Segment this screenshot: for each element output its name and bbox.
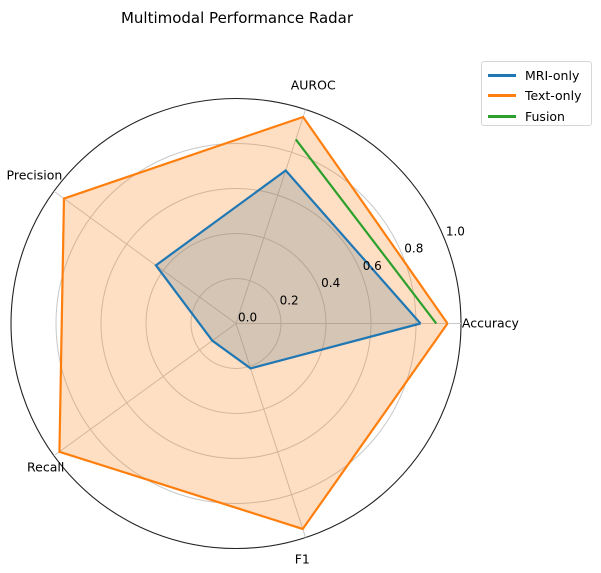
- legend-swatch-text-only: [488, 94, 516, 98]
- radial-tick-label: 0.2: [280, 293, 299, 307]
- legend-item-mri-only: MRI-only: [488, 65, 591, 86]
- legend-label: Fusion: [525, 108, 565, 124]
- series-fill-mri-only: [155, 170, 421, 369]
- radial-tick-labels: 0.0 0.2 0.4 0.6 0.8 1.0: [238, 224, 465, 324]
- series-line-mri-only: [154, 169, 422, 370]
- spoke-line: [53, 190, 237, 324]
- series-fill-text-only: [59, 117, 448, 529]
- legend-item-text-only: Text-only: [488, 86, 591, 107]
- radial-tick-label: 1.0: [446, 224, 465, 238]
- axis-label-auroc: AUROC: [291, 77, 336, 92]
- series-line-text-only: [58, 115, 449, 531]
- axis-labels: Accuracy AUROC Precision Recall F1: [7, 77, 520, 566]
- radar-grid: [10, 97, 462, 550]
- legend-swatch-mri-only: [488, 73, 516, 77]
- axis-label-f1: F1: [295, 552, 310, 567]
- axis-label-recall: Recall: [27, 460, 64, 475]
- legend-label: Text-only: [525, 88, 582, 104]
- radial-tick-label: 0.0: [238, 311, 257, 325]
- series-layer: [58, 115, 449, 531]
- legend-label: MRI-only: [525, 67, 580, 83]
- chart-title: Multimodal Performance Radar: [121, 9, 354, 27]
- legend-swatch-fusion: [488, 114, 516, 118]
- series-line-fusion: [294, 138, 438, 325]
- axis-label-precision: Precision: [7, 167, 63, 182]
- spoke-line: [235, 109, 307, 324]
- radial-tick-label: 0.4: [321, 276, 340, 290]
- radial-tick-label: 0.8: [404, 242, 423, 256]
- legend-item-fusion: Fusion: [488, 106, 591, 127]
- legend: MRI-only Text-only Fusion: [481, 61, 592, 126]
- radial-tick-label: 0.6: [363, 259, 382, 273]
- spoke-line: [53, 323, 237, 457]
- spoke-line: [235, 323, 307, 538]
- axis-label-accuracy: Accuracy: [462, 316, 520, 331]
